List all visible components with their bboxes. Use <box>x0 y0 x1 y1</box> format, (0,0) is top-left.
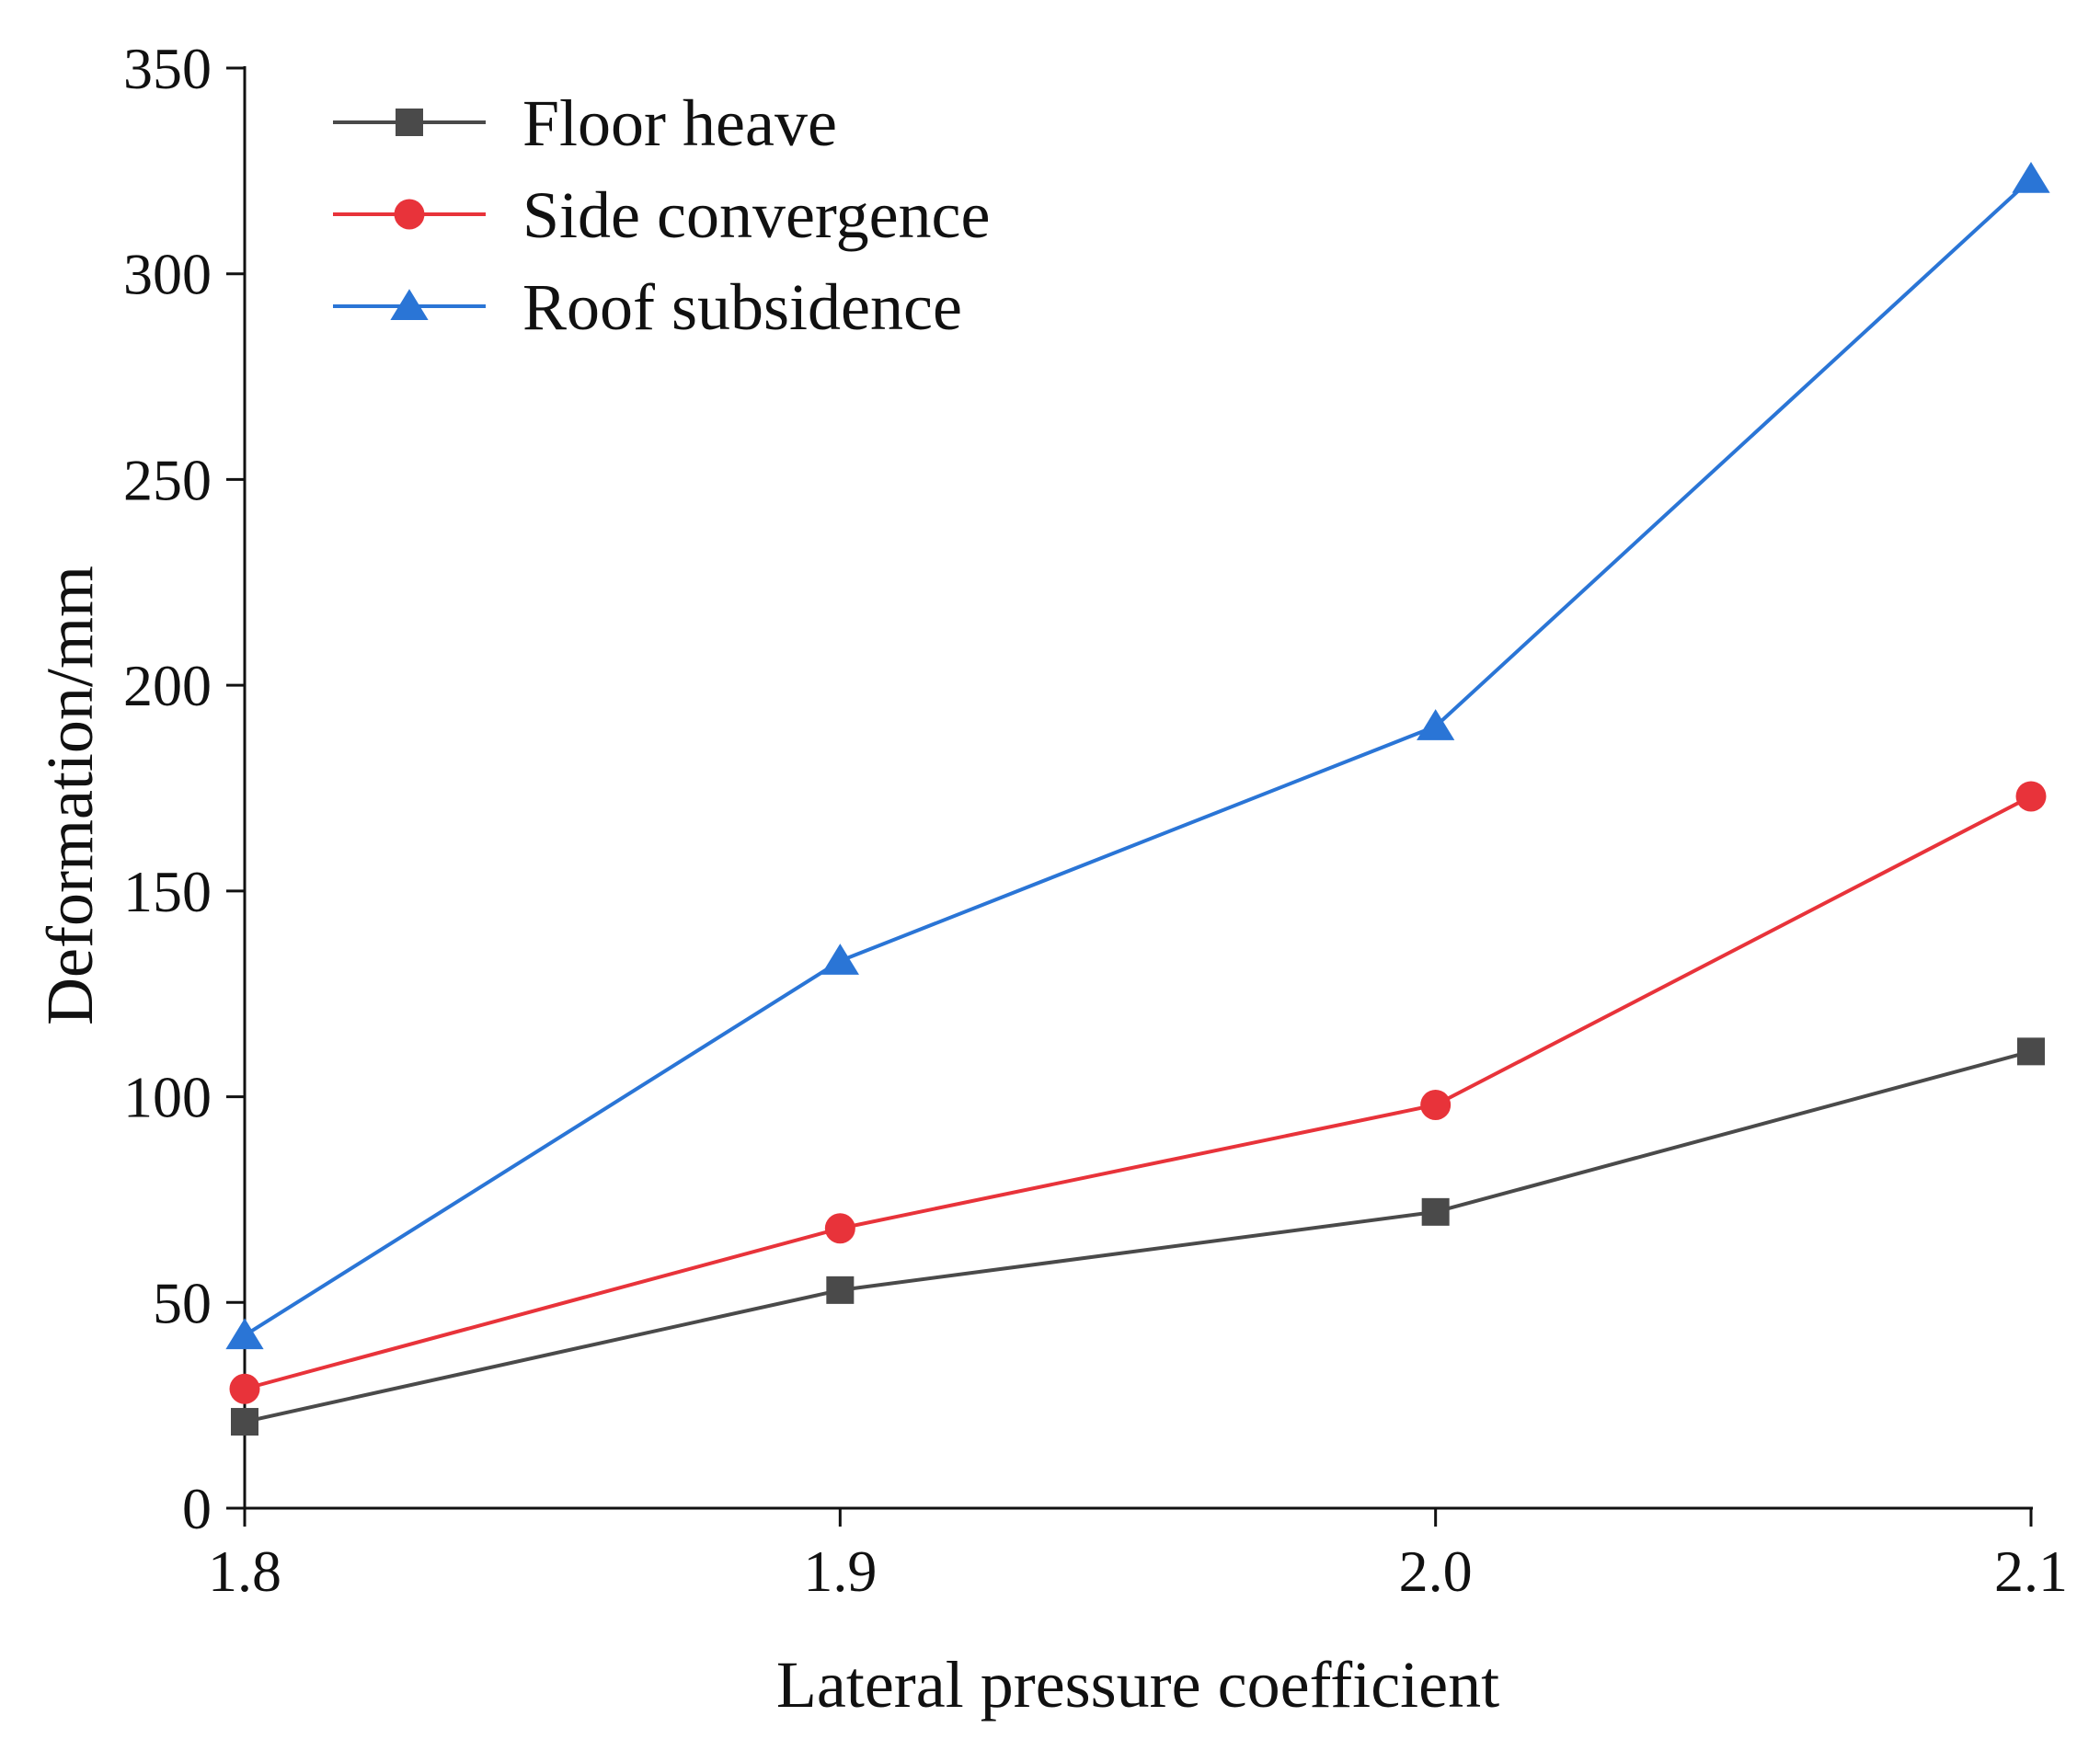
legend: Floor heave Side convergence Roof subsiden… <box>333 86 990 344</box>
series-layer <box>225 162 2050 1436</box>
legend-marker-side-convergence <box>394 199 425 230</box>
y-tick-label: 50 <box>153 1270 212 1335</box>
y-tick-label: 100 <box>123 1065 212 1130</box>
x-tick-label: 2.1 <box>1994 1539 2068 1604</box>
x-tick-label: 1.9 <box>803 1539 877 1604</box>
legend-item-roof-subsidence: Roof subsidence <box>333 270 962 344</box>
data-point-floor-heave <box>2017 1037 2045 1066</box>
legend-label-roof-subsidence: Roof subsidence <box>522 270 962 344</box>
data-point-side-convergence <box>1420 1090 1452 1121</box>
data-point-side-convergence <box>229 1373 260 1404</box>
data-point-roof-subsidence <box>2012 162 2050 193</box>
data-point-roof-subsidence <box>225 1318 264 1350</box>
legend-label-side-convergence: Side convergence <box>522 178 990 252</box>
data-point-floor-heave <box>1421 1197 1450 1226</box>
data-point-roof-subsidence <box>820 944 859 975</box>
legend-item-side-convergence: Side convergence <box>333 178 990 252</box>
data-point-side-convergence <box>2015 781 2047 812</box>
legend-marker-roof-subsidence <box>390 289 429 320</box>
y-tick-label: 350 <box>123 36 212 101</box>
legend-item-floor-heave: Floor heave <box>333 86 837 160</box>
x-axis-title: Lateral pressure coefficient <box>776 1648 1499 1722</box>
series-line-side-convergence <box>244 795 2032 1391</box>
legend-marker-floor-heave <box>396 109 423 136</box>
data-point-side-convergence <box>824 1213 855 1244</box>
legend-label-floor-heave: Floor heave <box>522 86 837 160</box>
axes: 0 50 100 150 200 250 300 350 1.8 1.9 2.0 2.1 <box>123 36 2068 1604</box>
data-point-floor-heave <box>826 1276 855 1304</box>
series-side-convergence <box>229 781 2047 1404</box>
y-tick-label: 250 <box>123 447 212 512</box>
y-axis-title: Deformation/mm <box>33 566 107 1025</box>
x-tick-label: 2.0 <box>1399 1539 1473 1604</box>
data-point-roof-subsidence <box>1417 709 1455 740</box>
y-tick-label: 150 <box>123 859 212 924</box>
series-floor-heave <box>231 1037 2045 1436</box>
series-line-roof-subsidence <box>243 177 2033 1337</box>
y-tick-label: 200 <box>123 653 212 718</box>
x-tick-label: 1.8 <box>208 1539 281 1604</box>
series-roof-subsidence <box>225 162 2050 1350</box>
y-tick-label: 0 <box>182 1476 212 1541</box>
series-line-floor-heave <box>244 1049 2032 1424</box>
y-tick-label: 300 <box>123 242 212 307</box>
data-point-floor-heave <box>231 1408 258 1436</box>
